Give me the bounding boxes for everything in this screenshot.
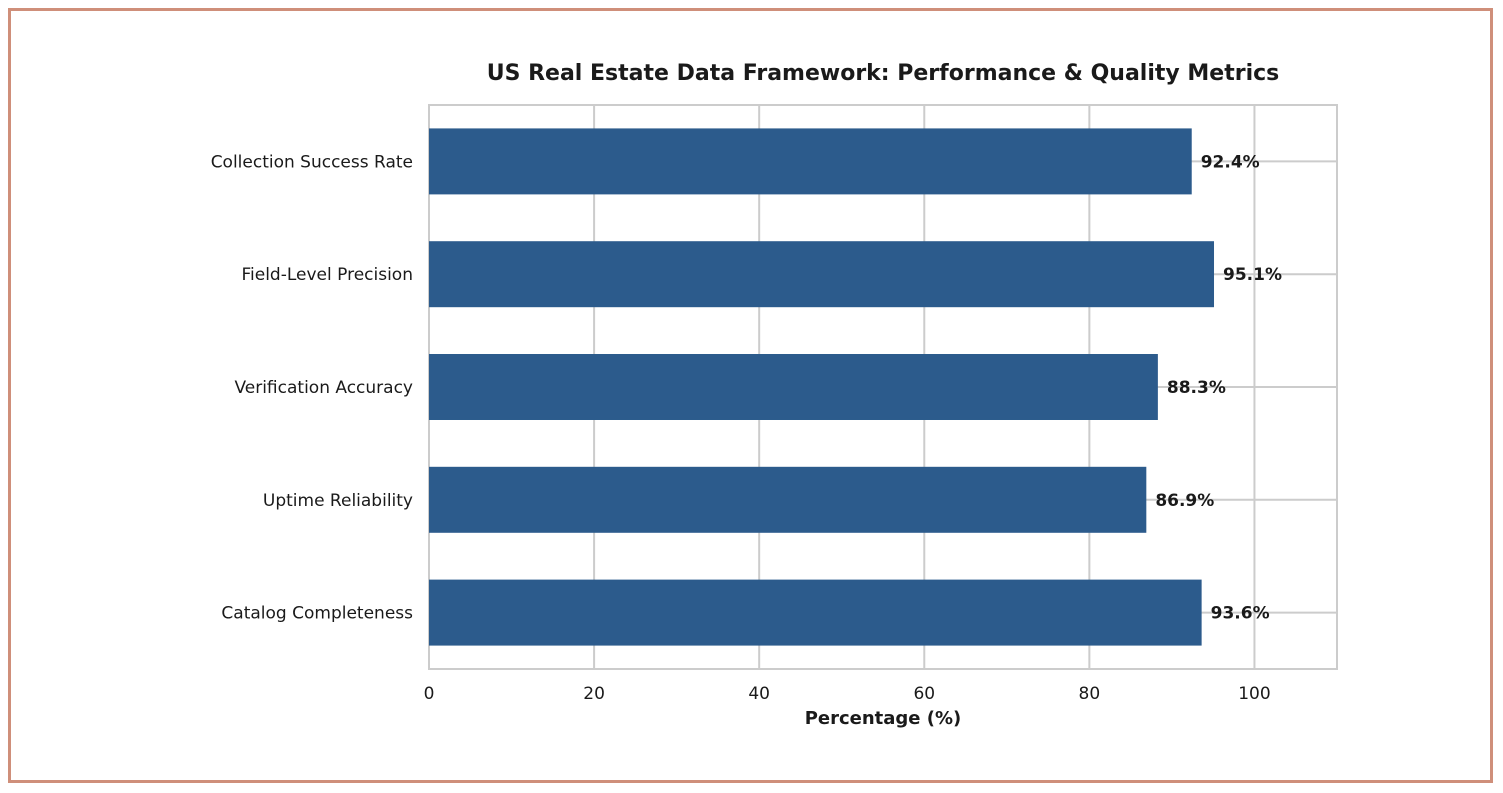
category-label: Collection Success Rate xyxy=(211,152,413,172)
category-labels: Collection Success Rate Field-Level Preci… xyxy=(211,152,413,623)
category-label: Field-Level Precision xyxy=(241,265,413,285)
bar xyxy=(429,579,1202,646)
bar xyxy=(429,466,1147,533)
x-tick-label: 80 xyxy=(1079,684,1101,704)
data-label: 93.6% xyxy=(1211,604,1270,624)
x-tick-label: 60 xyxy=(913,684,935,704)
category-label: Catalog Completeness xyxy=(221,604,413,624)
value-labels: 92.4% 95.1% 88.3% 86.9% 93.6% xyxy=(1155,152,1282,623)
x-axis-label: Percentage (%) xyxy=(805,708,962,729)
x-tick-label: 40 xyxy=(748,684,770,704)
x-tick-label: 100 xyxy=(1238,684,1270,704)
data-label: 95.1% xyxy=(1223,265,1282,285)
category-label: Verification Accuracy xyxy=(234,378,413,398)
bar xyxy=(429,354,1158,420)
data-label: 86.9% xyxy=(1155,491,1214,511)
chart-title: US Real Estate Data Framework: Performan… xyxy=(487,61,1280,86)
x-tick-label: 0 xyxy=(424,684,435,704)
x-tick-labels: 0 20 40 60 80 100 xyxy=(424,684,1271,704)
data-label: 88.3% xyxy=(1167,378,1226,398)
bars xyxy=(429,128,1215,646)
bar xyxy=(429,241,1215,308)
category-label: Uptime Reliability xyxy=(263,491,413,511)
data-label: 92.4% xyxy=(1201,152,1260,172)
x-tick-label: 20 xyxy=(583,684,605,704)
bar xyxy=(429,128,1192,195)
